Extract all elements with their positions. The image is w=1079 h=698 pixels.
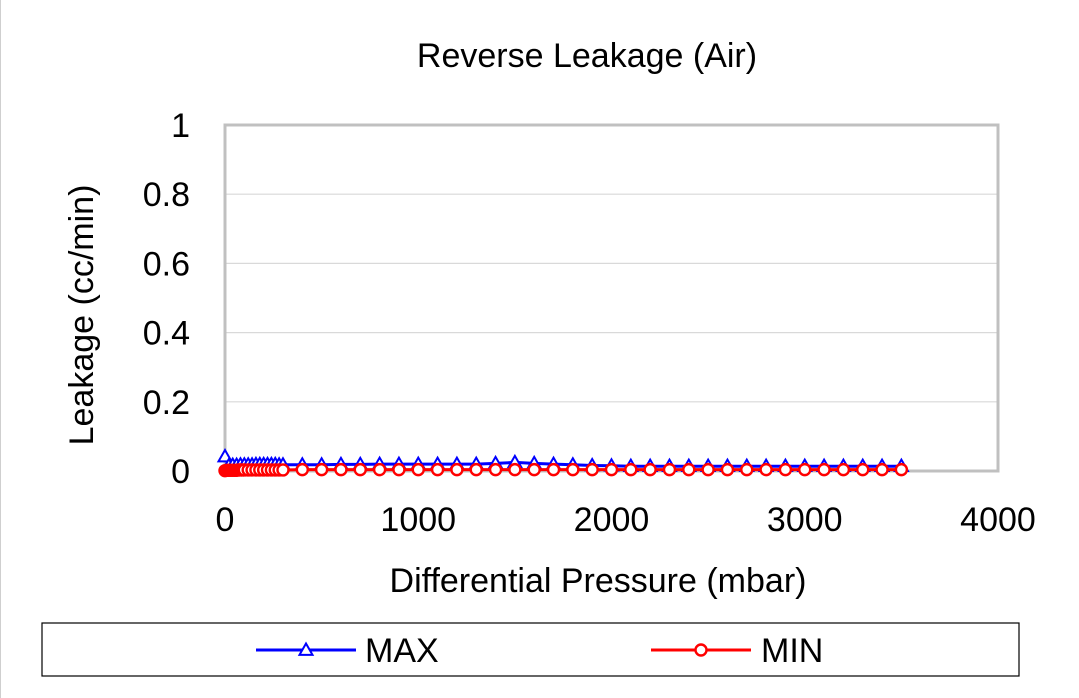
legend-item-max: MAX (256, 632, 439, 670)
data-point-min (778, 462, 793, 477)
y-axis-ticks: 0 0.2 0.4 0.6 0.8 1 (143, 107, 190, 491)
y-tick-label: 0 (171, 453, 190, 491)
data-point-min (759, 462, 773, 477)
data-point-min (469, 462, 483, 477)
data-point-min (662, 462, 677, 477)
x-tick-label: 3000 (767, 501, 843, 539)
x-tick-label: 4000 (960, 501, 1036, 539)
data-point-min (817, 462, 831, 477)
legend-label-min: MIN (761, 632, 823, 670)
y-axis-label: Leakage (cc/min) (63, 185, 101, 446)
data-point-min (836, 462, 851, 477)
series-min (218, 462, 909, 478)
data-point-min (372, 462, 387, 477)
data-point-min (546, 462, 561, 477)
series-layer (216, 447, 910, 478)
legend-box (41, 622, 1020, 677)
legend-marker-min (694, 643, 708, 657)
data-point-min (295, 462, 309, 477)
legend: MAX MIN (41, 622, 1020, 677)
y-tick-label: 1 (171, 107, 190, 145)
x-axis-label: Differential Pressure (mbar) (390, 562, 807, 600)
y-tick-label: 0.8 (143, 176, 190, 214)
data-point-min (604, 462, 619, 477)
legend-marker-max (297, 641, 315, 656)
data-point-min (585, 462, 599, 477)
y-tick-label: 0.2 (143, 384, 190, 422)
legend-items: MAX MIN (256, 632, 823, 670)
data-point-min (527, 462, 541, 477)
data-point-min (701, 462, 715, 477)
data-point-min (894, 462, 909, 477)
data-point-min (450, 462, 464, 477)
y-tick-label: 0.4 (143, 315, 190, 353)
data-point-min (411, 462, 425, 477)
data-point-min (488, 462, 503, 477)
data-point-min (798, 462, 812, 477)
data-point-min (875, 462, 889, 477)
data-point-min (276, 463, 290, 477)
data-point-min (720, 462, 735, 477)
x-tick-label: 0 (216, 501, 235, 539)
data-point-min (314, 462, 329, 477)
data-point-min (508, 462, 522, 477)
data-point-min (566, 462, 580, 477)
legend-label-max: MAX (365, 632, 439, 670)
legend-item-min: MIN (651, 632, 823, 670)
x-axis-ticks: 0 1000 2000 3000 4000 (216, 501, 1036, 539)
data-point-min (740, 462, 754, 477)
data-point-min (682, 462, 696, 477)
x-tick-label: 1000 (380, 501, 456, 539)
data-point-min (430, 462, 445, 477)
plot-area (223, 123, 1000, 473)
data-point-min (353, 462, 367, 477)
x-tick-label: 2000 (574, 501, 650, 539)
data-point-min (643, 462, 657, 477)
data-point-min (856, 462, 870, 477)
data-point-min (392, 462, 406, 477)
chart-title: Reverse Leakage (Air) (417, 37, 757, 75)
grid (225, 193, 998, 403)
y-tick-label: 0.6 (143, 245, 190, 283)
data-point-min (334, 462, 348, 477)
data-point-min (624, 462, 638, 477)
